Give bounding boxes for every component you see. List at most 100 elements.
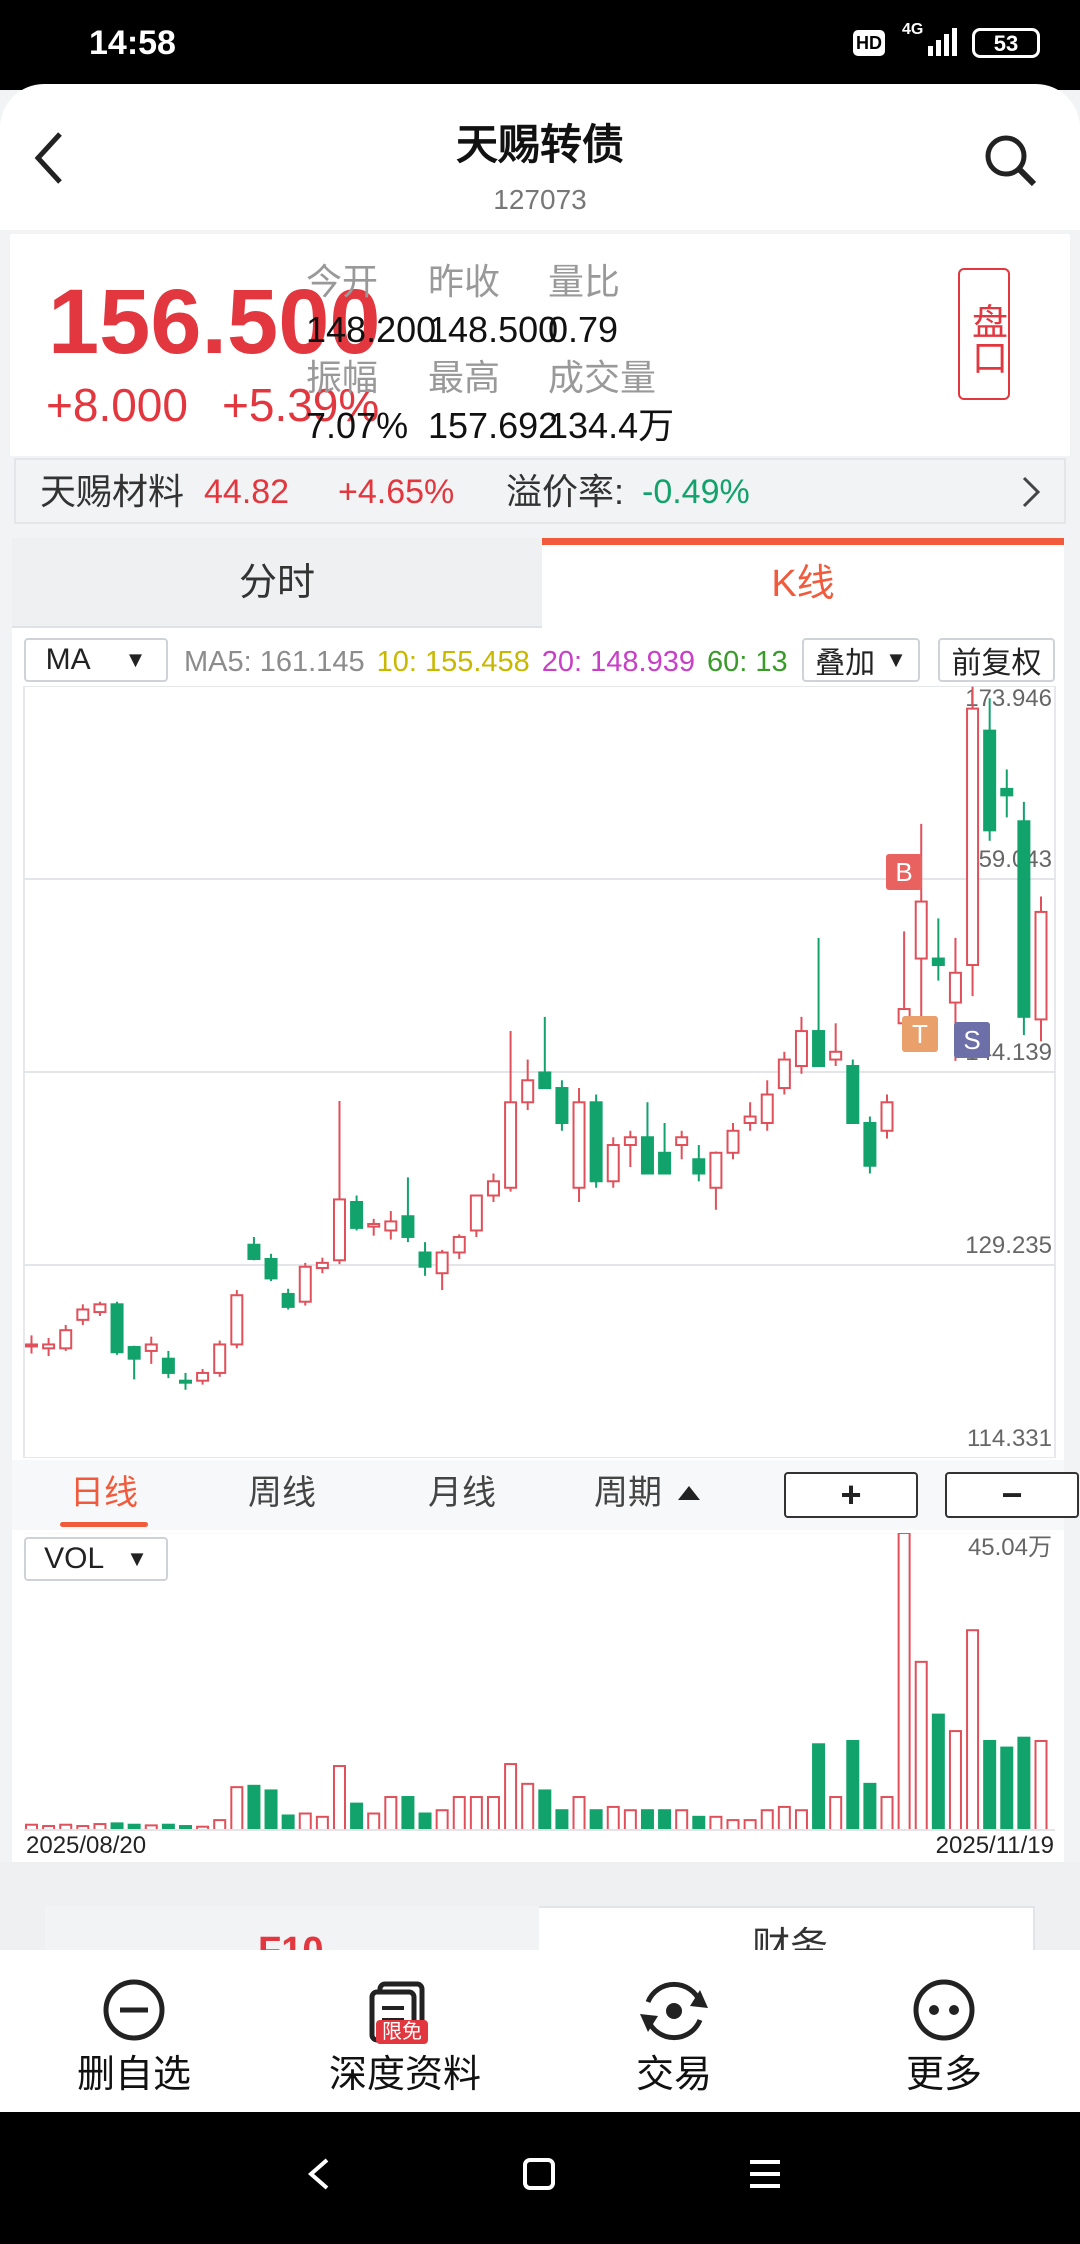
candle-body bbox=[777, 1058, 791, 1090]
candle-body bbox=[692, 1158, 706, 1175]
candle-body bbox=[846, 1065, 860, 1125]
volume-bar bbox=[401, 1796, 415, 1831]
trade-marker bbox=[886, 854, 922, 890]
candle-body bbox=[59, 1329, 73, 1350]
quote-panel: 156.500 +8.000 +5.39% 今开 148.200 昨收 148.500… bbox=[10, 234, 1070, 456]
volume-bar bbox=[418, 1812, 432, 1831]
depth-button[interactable]: 盘口 bbox=[958, 268, 1010, 400]
adjust-button[interactable]: 前复权 bbox=[938, 638, 1055, 682]
finance-tab[interactable]: 财务 bbox=[752, 1926, 829, 1950]
volume-bar bbox=[658, 1809, 672, 1832]
volume-bar bbox=[281, 1814, 295, 1831]
period-week[interactable]: 周线 bbox=[248, 1474, 316, 1512]
stat-value: 148.200 bbox=[306, 309, 437, 350]
info-section: F10 财务 bbox=[0, 1862, 1080, 1950]
volume-bar bbox=[350, 1802, 364, 1831]
zoom-out[interactable]: − bbox=[945, 1472, 1079, 1518]
bottom-nav: 限免 删自选 深度资料 交易 更多 bbox=[0, 1950, 1080, 2112]
candle-body bbox=[555, 1087, 569, 1125]
candle-body bbox=[623, 1136, 637, 1147]
code: 127073 bbox=[493, 184, 587, 215]
nav-label[interactable]: 交易 bbox=[635, 2054, 712, 2096]
trade-marker-label: S bbox=[963, 1025, 980, 1055]
f10-tab[interactable]: F10 bbox=[258, 1932, 323, 1950]
period-bar: 日线 周线 月线 周期 + − bbox=[12, 1460, 1079, 1530]
period-more[interactable]: 周期 bbox=[594, 1474, 662, 1512]
volume-bar bbox=[538, 1789, 552, 1832]
volume-bar bbox=[948, 1730, 962, 1831]
volume-bar bbox=[486, 1796, 500, 1831]
stat-value: 0.79 bbox=[548, 309, 619, 350]
candle-body bbox=[144, 1343, 158, 1352]
period-month[interactable]: 月线 bbox=[428, 1474, 496, 1512]
volume-bar bbox=[726, 1819, 740, 1832]
nav-label[interactable]: 深度资料 bbox=[328, 2054, 481, 2096]
stat-value: 7.07% bbox=[306, 405, 409, 446]
system-nav bbox=[0, 2112, 1080, 2244]
volume-bar bbox=[812, 1743, 826, 1831]
stat-label: 成交量 bbox=[548, 357, 657, 398]
candle-body bbox=[298, 1265, 312, 1303]
volume-bar bbox=[384, 1796, 398, 1831]
volume-chart: 45.04万 2025/08/20 2025/11/19 bbox=[24, 1533, 1055, 1858]
candle-body bbox=[504, 1101, 518, 1189]
nav-label[interactable]: 删自选 bbox=[76, 2054, 191, 2096]
zoom-in[interactable]: + bbox=[784, 1472, 918, 1518]
up-arrow bbox=[678, 1486, 700, 1500]
volume-bar bbox=[931, 1713, 945, 1831]
candle-body bbox=[110, 1303, 124, 1354]
volume-bar bbox=[863, 1782, 877, 1832]
badge: 限免 bbox=[376, 2020, 428, 2044]
price: 156.500 bbox=[48, 271, 381, 373]
stat-label: 最高 bbox=[428, 357, 501, 398]
volume-bar bbox=[589, 1809, 603, 1832]
back-button[interactable] bbox=[30, 128, 70, 188]
volume-bar bbox=[264, 1789, 278, 1832]
volume-bar bbox=[1034, 1739, 1048, 1831]
ma-legend-item: 10: 155.458 bbox=[376, 645, 530, 678]
volume-bar bbox=[880, 1796, 894, 1831]
underlying-bar[interactable]: 天赐材料 44.82 +4.65% 溢价率: -0.49% bbox=[14, 458, 1066, 524]
y-tick-label: 159.043 bbox=[965, 846, 1052, 873]
tab-timeshare[interactable]: 分时 bbox=[12, 538, 542, 628]
info-tab-bg bbox=[45, 1906, 539, 1950]
candle-body bbox=[606, 1144, 620, 1183]
volume-bar bbox=[640, 1809, 654, 1832]
candle-body bbox=[658, 1151, 672, 1175]
stat-value: 148.500 bbox=[428, 309, 559, 350]
volume-bar bbox=[469, 1796, 483, 1831]
volume-bar bbox=[1000, 1746, 1014, 1832]
vol-selector[interactable]: VOL ▼ bbox=[24, 1537, 168, 1581]
overlay-button[interactable]: 叠加 ▼ bbox=[802, 638, 920, 682]
tab-kline[interactable]: K线 bbox=[542, 538, 1064, 628]
stock-name: 天赐材料 bbox=[40, 471, 185, 512]
status-bar: 14:58 HD 4G 53 bbox=[0, 0, 1080, 90]
stat-label: 振幅 bbox=[306, 357, 379, 398]
selector-label: MA bbox=[45, 643, 91, 676]
volume-bar bbox=[213, 1819, 227, 1832]
period-day[interactable]: 日线 bbox=[70, 1474, 138, 1512]
change-pct: +5.39% bbox=[222, 379, 380, 431]
candle-body bbox=[726, 1129, 740, 1154]
volume-bar bbox=[572, 1796, 586, 1831]
candle-body bbox=[367, 1223, 381, 1228]
stat-label: 量比 bbox=[548, 261, 621, 302]
volume-bar bbox=[623, 1809, 637, 1832]
volume-bar bbox=[983, 1739, 997, 1831]
ma-selector[interactable]: MA ▼ bbox=[24, 638, 168, 682]
chevron bbox=[1022, 476, 1041, 508]
y-tick-label: 173.946 bbox=[965, 686, 1052, 712]
volume-bar bbox=[1017, 1736, 1031, 1832]
candle-body bbox=[213, 1343, 227, 1374]
candle-body bbox=[709, 1151, 723, 1189]
candle-body bbox=[948, 971, 962, 1004]
stock-change: +4.65% bbox=[338, 473, 455, 511]
nav-label[interactable]: 更多 bbox=[905, 2054, 982, 2096]
y-tick-label: 129.235 bbox=[965, 1232, 1052, 1259]
volume-bar bbox=[606, 1805, 620, 1831]
search-button[interactable] bbox=[982, 132, 1042, 192]
candle-body bbox=[966, 707, 980, 967]
candle-body bbox=[161, 1357, 175, 1374]
candle-body bbox=[812, 1030, 826, 1068]
volume-bar bbox=[743, 1819, 757, 1832]
